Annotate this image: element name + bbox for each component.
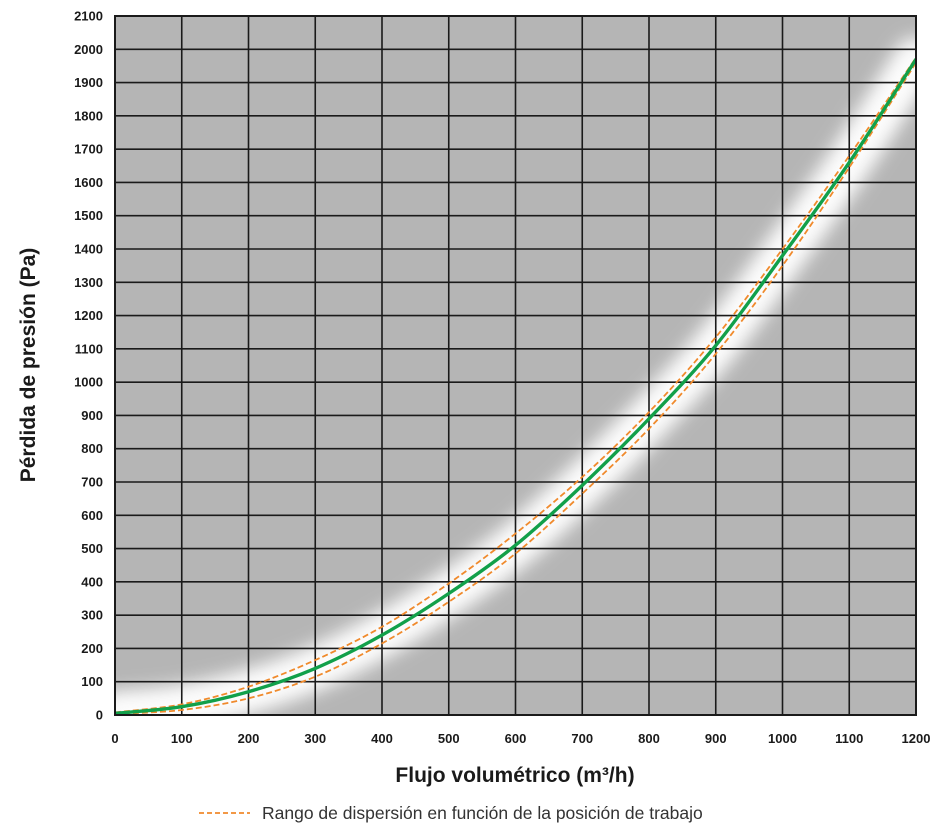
plot-frame [114, 15, 917, 716]
y-tick-label: 1300 [74, 275, 103, 290]
y-tick-label: 1800 [74, 108, 103, 123]
x-tick-label: 1000 [768, 731, 797, 746]
series-line-lower [115, 62, 916, 715]
x-tick-label: 400 [371, 731, 393, 746]
y-tick-label: 1700 [74, 142, 103, 157]
x-tick-label: 500 [438, 731, 460, 746]
y-tick-label: 200 [81, 641, 103, 656]
y-tick-label: 400 [81, 574, 103, 589]
y-tick-label: 1600 [74, 175, 103, 190]
y-tick-label: 2100 [74, 9, 103, 24]
x-tick-label: 1100 [835, 731, 863, 746]
y-tick-label: 1200 [74, 308, 103, 323]
x-tick-label: 700 [571, 731, 593, 746]
y-tick-label: 0 [96, 708, 103, 723]
x-axis-ticks: 0 100 200 300 400 500 600 700 800 900 1000 1100 1200 [111, 731, 930, 746]
x-tick-label: 900 [705, 731, 727, 746]
y-tick-label: 800 [81, 441, 103, 456]
y-tick-label: 700 [81, 475, 103, 490]
y-tick-label: 1900 [74, 75, 103, 90]
y-tick-label: 2000 [74, 42, 103, 57]
series-line-main [115, 57, 916, 715]
x-tick-label: 300 [304, 731, 326, 746]
y-tick-label: 1500 [74, 208, 103, 223]
y-tick-label: 1100 [75, 341, 103, 356]
legend: Rango de dispersión en función de la pos… [199, 803, 703, 823]
x-axis-title: Flujo volumétrico (m³/h) [395, 764, 634, 787]
x-tick-label: 600 [505, 731, 527, 746]
x-tick-label: 1200 [902, 731, 931, 746]
y-tick-label: 1000 [74, 375, 103, 390]
legend-label-dispersion: Rango de dispersión en función de la pos… [262, 803, 703, 823]
dispersion-band [115, 57, 916, 715]
y-tick-label: 100 [81, 674, 103, 689]
y-tick-label: 600 [81, 508, 103, 523]
y-tick-label: 500 [81, 541, 103, 556]
x-tick-label: 100 [171, 731, 193, 746]
x-tick-label: 0 [111, 731, 118, 746]
series-line-upper [115, 57, 916, 714]
y-tick-label: 1400 [74, 242, 103, 257]
y-axis-ticks: 0 100 200 300 400 500 600 700 800 900 1000 1100 1200… [74, 9, 103, 723]
y-tick-label: 900 [81, 408, 103, 423]
x-tick-label: 800 [638, 731, 660, 746]
x-tick-label: 200 [238, 731, 260, 746]
main-curve [115, 57, 916, 715]
y-tick-label: 300 [81, 608, 103, 623]
y-axis-title: Pérdida de presión (Pa) [17, 248, 40, 483]
